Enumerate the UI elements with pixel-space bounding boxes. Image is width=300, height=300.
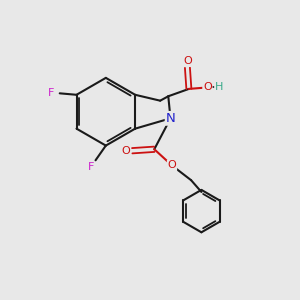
Text: O: O <box>183 56 192 66</box>
Text: N: N <box>166 112 176 125</box>
Text: O: O <box>122 146 130 156</box>
Text: O: O <box>168 160 176 170</box>
Text: O: O <box>203 82 212 92</box>
Text: F: F <box>48 88 55 98</box>
Text: F: F <box>88 162 94 172</box>
Text: H: H <box>215 82 224 92</box>
